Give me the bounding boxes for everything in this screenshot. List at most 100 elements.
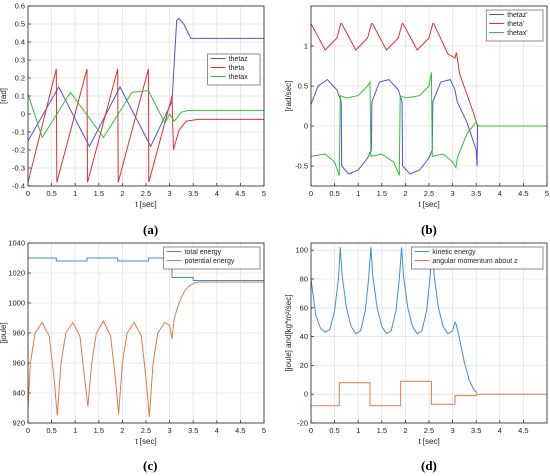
y-tick-label: 0.5	[298, 82, 308, 91]
legend-label: theta	[229, 65, 245, 72]
panel-tag-d: (d)	[421, 458, 437, 473]
legend-box	[207, 53, 261, 86]
y-tick-label: 1020	[8, 269, 25, 278]
x-tick-label: 4.5	[518, 426, 528, 435]
legend-label: total energy	[185, 249, 222, 256]
y-tick-label: 1	[304, 42, 308, 51]
x-tick-label: 2.5	[424, 189, 434, 198]
y-tick-label: 1040	[8, 239, 25, 248]
y-tick-label: -0.4	[12, 182, 25, 191]
y-tick-label: 0.5	[15, 20, 25, 29]
x-axis-label: t [sec]	[418, 437, 439, 446]
x-tick-label: 1	[73, 189, 77, 198]
x-tick-label: 4	[498, 426, 502, 435]
legend-box	[163, 246, 261, 270]
series-line-1	[311, 23, 547, 127]
y-axis-label: [rad/sec]	[284, 81, 293, 112]
x-tick-label: 4	[215, 426, 219, 435]
legend-label: potential energy	[185, 258, 235, 265]
x-tick-label: 2	[403, 426, 407, 435]
x-axis-label: t [sec]	[135, 200, 156, 209]
chart-a: 0 0.5 1 1.5 2 2.5 3 3.5 4 4.5 5 -0.4 -0.3 -0.2 -0.1 0 0.…	[0, 2, 266, 210]
y-tick-label: 1000	[8, 299, 25, 308]
series-line-1	[311, 380, 547, 407]
plot-frame	[310, 5, 548, 187]
series-line-1	[28, 68, 264, 183]
x-tick-label: 0	[309, 426, 313, 435]
y-tick-label: 0	[304, 122, 308, 131]
y-tick-label: 920	[12, 419, 25, 428]
x-tick-label: 2.5	[141, 426, 151, 435]
y-tick-label: 20	[300, 361, 308, 370]
x-tick-label: 4.5	[518, 189, 528, 198]
x-tick-label: 5	[545, 189, 549, 198]
y-tick-label: 980	[12, 329, 25, 338]
x-tick-label: 0	[26, 426, 30, 435]
y-tick-label: 940	[12, 389, 25, 398]
legend-label: thetaz'	[507, 12, 527, 19]
y-tick-label: 0.6	[15, 2, 25, 11]
x-tick-label: 3	[451, 426, 455, 435]
x-tick-label: 4.5	[235, 426, 245, 435]
y-tick-label: 60	[300, 303, 308, 312]
panel-tag-c: (c)	[143, 458, 158, 473]
x-tick-label: 1.5	[377, 426, 387, 435]
x-tick-label: 0	[309, 189, 313, 198]
series-line-2	[28, 90, 264, 139]
panel-tag-b: (b)	[421, 222, 437, 237]
legend-label: kinetic energy	[432, 249, 476, 256]
x-tick-label: 3	[451, 189, 455, 198]
y-tick-label: 100	[295, 246, 308, 255]
x-tick-label: 1	[73, 426, 77, 435]
series-line-1	[28, 281, 264, 418]
legend-label: thetax'	[507, 30, 527, 37]
plot-frame	[27, 5, 265, 187]
x-tick-label: 2.5	[141, 189, 151, 198]
y-tick-label: -0.2	[12, 146, 25, 155]
y-tick-label: 0.2	[15, 74, 25, 83]
plot-frame	[310, 242, 548, 424]
x-tick-label: 3.5	[471, 426, 481, 435]
x-tick-label: 2.5	[424, 426, 434, 435]
series-line-0	[311, 247, 478, 394]
series-line-0	[311, 78, 547, 175]
y-axis-label: [rad]	[0, 88, 8, 104]
series-line-0	[28, 257, 264, 281]
y-tick-label: 0.4	[15, 38, 25, 47]
plot-frame	[27, 242, 265, 424]
y-tick-label: 0	[304, 390, 308, 399]
legend-box	[411, 246, 544, 270]
x-axis-label: t [sec]	[418, 200, 439, 209]
x-tick-label: 3	[168, 189, 172, 198]
x-tick-label: 3.5	[188, 189, 198, 198]
x-tick-label: 3.5	[471, 189, 481, 198]
x-tick-label: 1	[356, 189, 360, 198]
legend-label: thetaz	[229, 56, 249, 63]
chart-b: 0 0.5 1 1.5 2 2.5 3 3.5 4 4.5 5 -0.5 0 0.5 1 t [sec] [ra…	[284, 5, 549, 209]
series-line-2	[311, 72, 547, 176]
x-tick-label: 4	[498, 189, 502, 198]
x-tick-label: 1.5	[94, 189, 104, 198]
x-tick-label: 5	[262, 189, 266, 198]
y-tick-label: 0.1	[15, 92, 25, 101]
x-tick-label: 0.5	[329, 426, 339, 435]
x-tick-label: 1.5	[377, 189, 387, 198]
chart-c: 0 0.5 1 1.5 2 2.5 3 3.5 4 4.5 5 920 940 960 980 1000 102…	[0, 239, 266, 447]
x-tick-label: 3	[168, 426, 172, 435]
x-tick-label: 1.5	[94, 426, 104, 435]
y-tick-label: -0.5	[295, 162, 308, 171]
y-axis-label: [joule]	[0, 322, 8, 343]
y-tick-label: 40	[300, 332, 308, 341]
y-tick-label: 0.3	[15, 56, 25, 65]
x-tick-label: 4.5	[235, 189, 245, 198]
panel-tag-a: (a)	[143, 222, 159, 237]
y-tick-label: -0.3	[12, 164, 25, 173]
y-tick-label: 0	[21, 110, 25, 119]
y-axis-label: [joule] and[kg*m²/sec]	[284, 295, 293, 372]
legend-label: theta'	[507, 21, 524, 28]
x-tick-label: 0.5	[329, 189, 339, 198]
y-tick-label: 960	[12, 359, 25, 368]
x-tick-label: 2	[120, 189, 124, 198]
x-axis-label: t [sec]	[135, 437, 156, 446]
